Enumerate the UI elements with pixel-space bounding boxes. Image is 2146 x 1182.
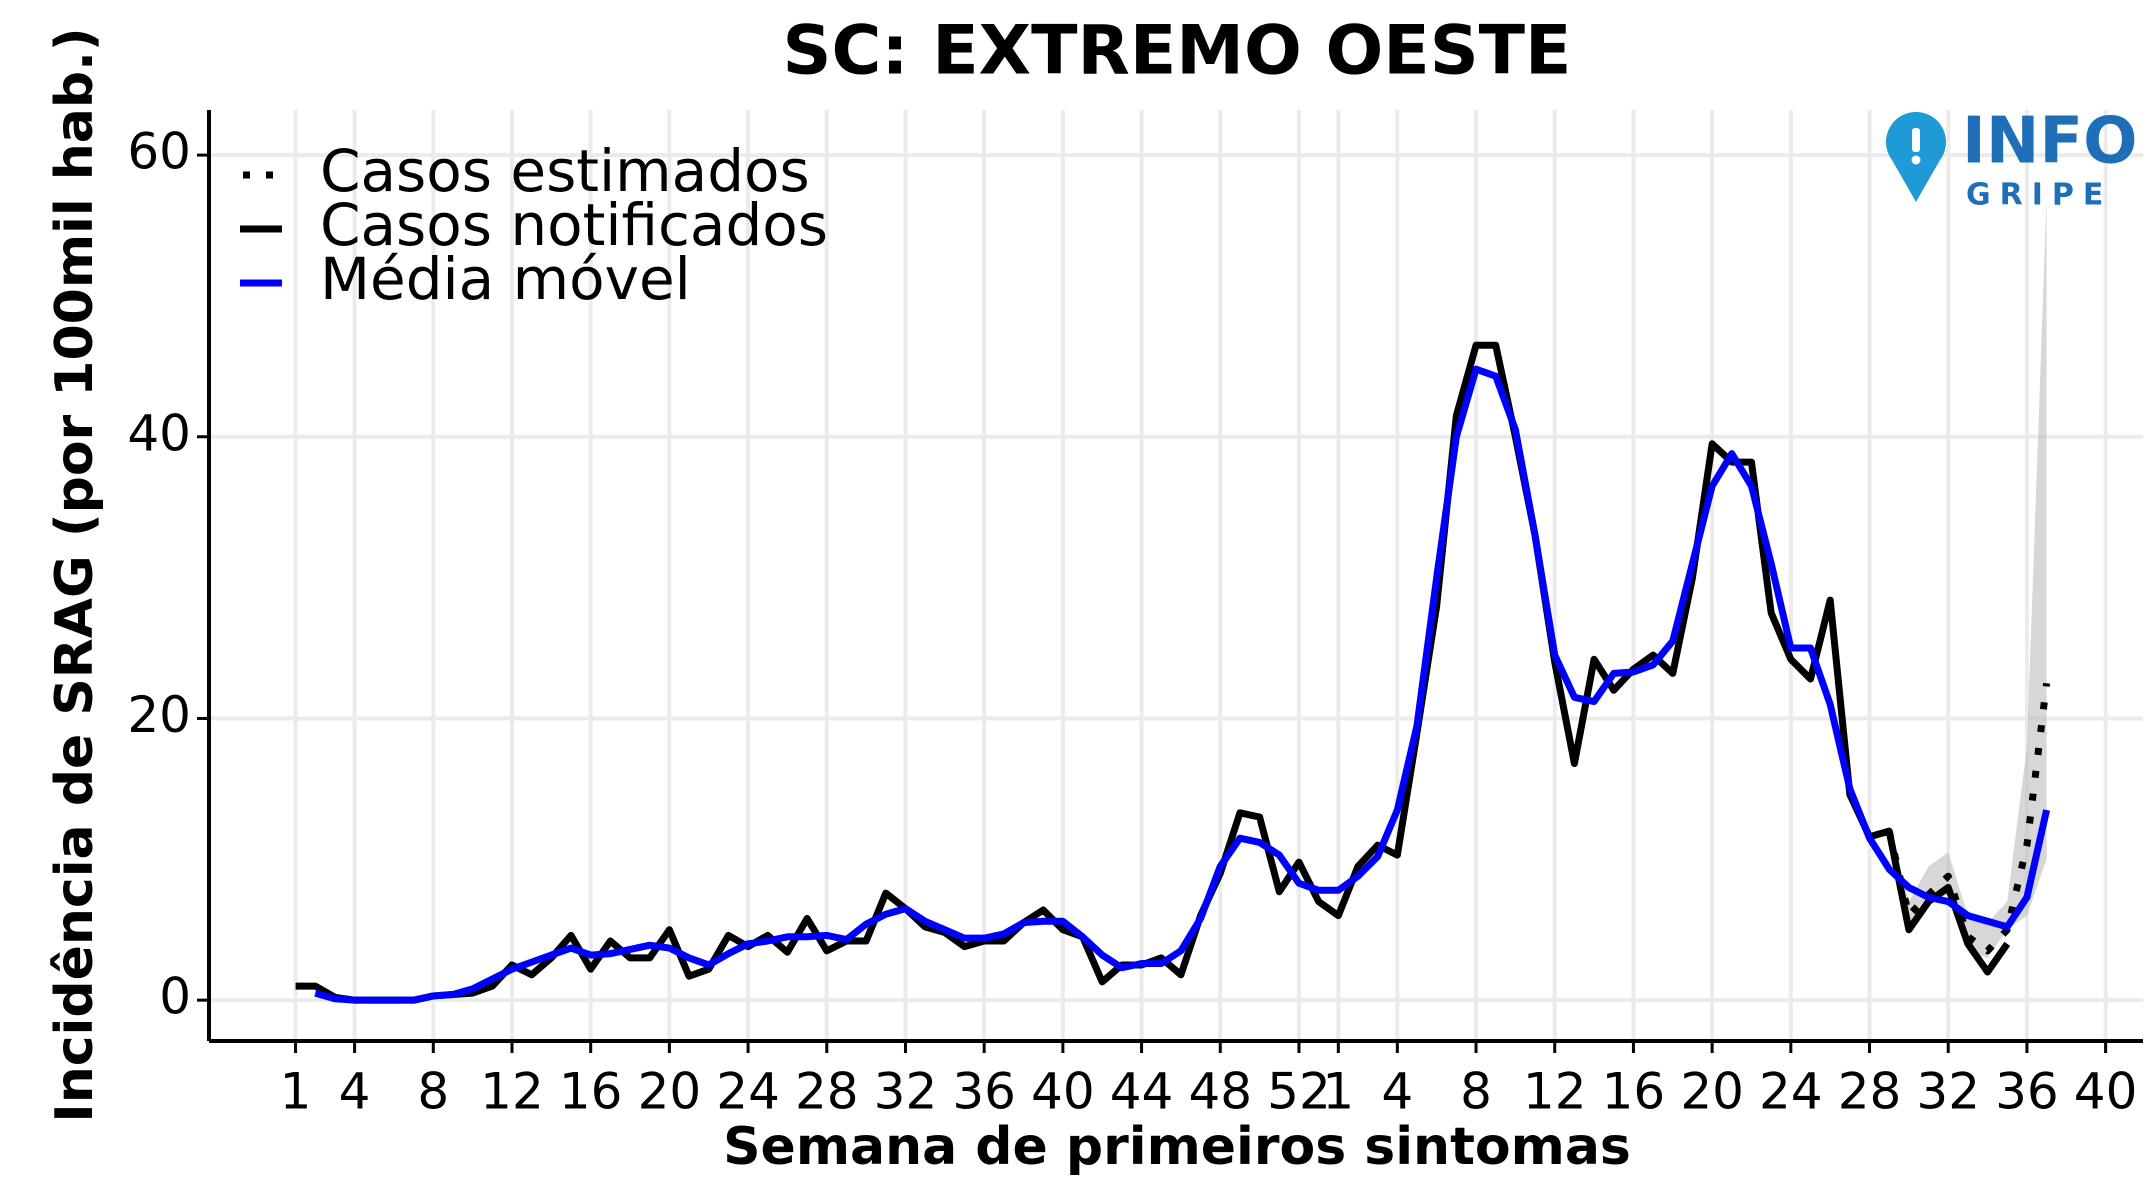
x-tick-label: 8 <box>417 1063 449 1121</box>
x-tick-label: 28 <box>1838 1063 1902 1121</box>
x-tick-label: 20 <box>1680 1063 1744 1121</box>
logo: INFO GRIPE <box>1886 105 2138 213</box>
x-tick-label: 40 <box>1031 1063 1095 1121</box>
y-axis-title: Incidência de SRAG (por 100mil hab.) <box>45 27 105 1122</box>
x-axis-title: Semana de primeiros sintomas <box>723 1117 1631 1177</box>
chart-title: SC: EXTREMO OESTE <box>782 12 1571 91</box>
y-tick-label: 60 <box>127 123 191 181</box>
x-tick-label: 1 <box>1322 1063 1354 1121</box>
logo-subtext: GRIPE <box>1966 178 2112 213</box>
x-tick-label: 44 <box>1110 1063 1174 1121</box>
x-tick-label: 8 <box>1460 1063 1492 1121</box>
x-tick-label: 16 <box>1602 1063 1666 1121</box>
x-tick-label: 4 <box>1381 1063 1413 1121</box>
series-line <box>1885 682 2051 955</box>
x-tick-label: 16 <box>559 1063 623 1121</box>
legend-label: Média móvel <box>320 245 691 313</box>
legend-label: Casos notificados <box>320 191 828 259</box>
x-tick-label: 28 <box>795 1063 859 1121</box>
x-tick-label: 20 <box>638 1063 702 1121</box>
x-tick-label: 4 <box>339 1063 371 1121</box>
x-tick-label: 36 <box>952 1063 1016 1121</box>
legend-label: Casos estimados <box>320 137 810 205</box>
logo-pin-mark <box>1912 128 1920 152</box>
logo-text: INFO <box>1962 105 2138 179</box>
logo-pin-dot <box>1911 155 1921 165</box>
x-tick-label: 24 <box>716 1063 780 1121</box>
x-tick-label: 12 <box>480 1063 544 1121</box>
y-tick-label: 40 <box>127 404 191 462</box>
y-tick-label: 0 <box>159 968 191 1026</box>
x-tick-label: 48 <box>1188 1063 1252 1121</box>
series-line <box>314 365 2051 1004</box>
y-tick-label: 20 <box>127 686 191 744</box>
x-tick-label: 40 <box>2074 1063 2138 1121</box>
x-tick-label: 12 <box>1523 1063 1587 1121</box>
x-tick-label: 24 <box>1759 1063 1823 1121</box>
x-tick-label: 32 <box>874 1063 938 1121</box>
x-tick-label: 36 <box>1995 1063 2059 1121</box>
x-tick-label: 52 <box>1267 1063 1331 1121</box>
x-tick-label: 1 <box>280 1063 312 1121</box>
x-tick-label: 32 <box>1916 1063 1980 1121</box>
